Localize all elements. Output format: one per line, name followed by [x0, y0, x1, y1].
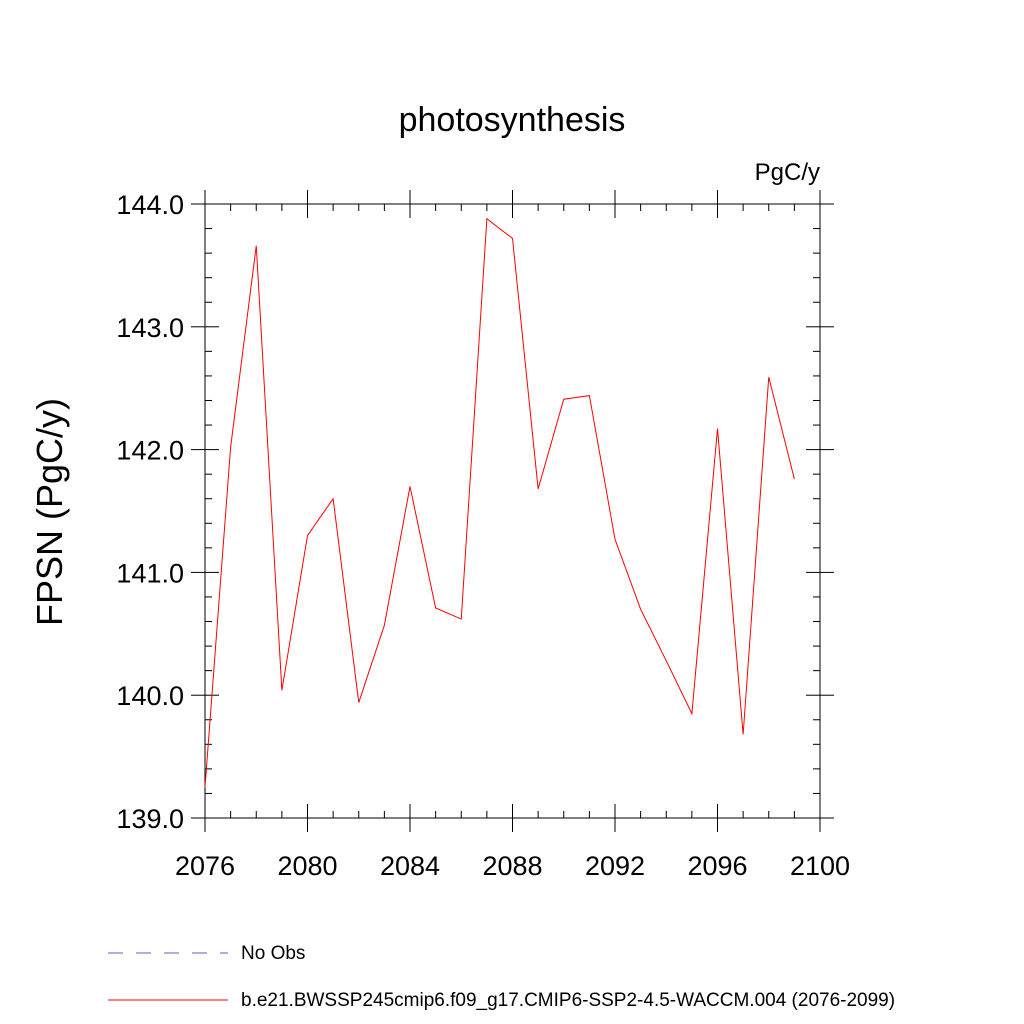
y-axis-label: FPSN (PgC/y) [29, 398, 70, 626]
x-tick-label: 2088 [482, 851, 542, 881]
series-group [204, 217, 795, 788]
x-tick-label: 2092 [585, 851, 645, 881]
y-tick-label: 144.0 [116, 190, 184, 220]
y-tick-label: 142.0 [116, 436, 184, 466]
y-tick-label: 141.0 [116, 558, 184, 588]
y-tick-label: 143.0 [116, 313, 184, 343]
x-tick-label: 2080 [277, 851, 337, 881]
units-label: PgC/y [755, 159, 820, 186]
y-tick-label: 140.0 [116, 681, 184, 711]
x-tick-label: 2084 [380, 851, 440, 881]
series-line [204, 217, 795, 788]
x-tick-label: 2100 [790, 851, 850, 881]
x-tick-label: 2096 [687, 851, 747, 881]
y-tick-label: 139.0 [116, 804, 184, 834]
legend-label-model: b.e21.BWSSP245cmip6.f09_g17.CMIP6-SSP2-4… [241, 990, 895, 1011]
chart-title: photosynthesis [399, 101, 626, 139]
x-tick-label: 2076 [175, 851, 235, 881]
x-ticks: 2076 2080 2084 2088 2092 2096 2100 [175, 190, 850, 881]
y-ticks: 139.0 140.0 141.0 142.0 143.0 144.0 [116, 190, 834, 834]
legend: No Obs b.e21.BWSSP245cmip6.f09_g17.CMIP6… [108, 943, 895, 1011]
legend-label-no-obs: No Obs [241, 943, 305, 964]
plot-frame [204, 203, 821, 819]
